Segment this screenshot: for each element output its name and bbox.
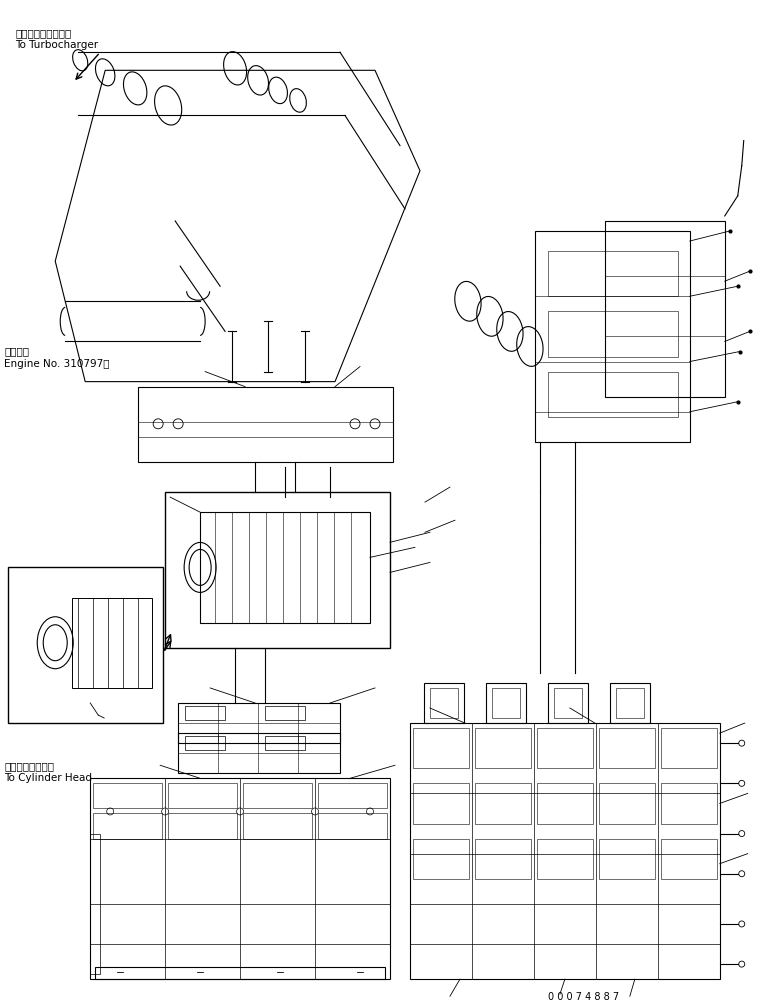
Text: To Turbocharger: To Turbocharger (15, 40, 99, 50)
Text: シリンダヘッドへ: シリンダヘッドへ (4, 761, 54, 771)
Text: 適用号機: 適用号機 (4, 347, 29, 357)
Text: To Cylinder Head: To Cylinder Head (4, 773, 92, 783)
Text: Engine No. 310797～: Engine No. 310797～ (4, 359, 110, 369)
Text: ターボチャージャへ: ターボチャージャへ (15, 28, 72, 38)
Text: 0 0 0 7 4 8 8 7: 0 0 0 7 4 8 8 7 (548, 992, 619, 1002)
